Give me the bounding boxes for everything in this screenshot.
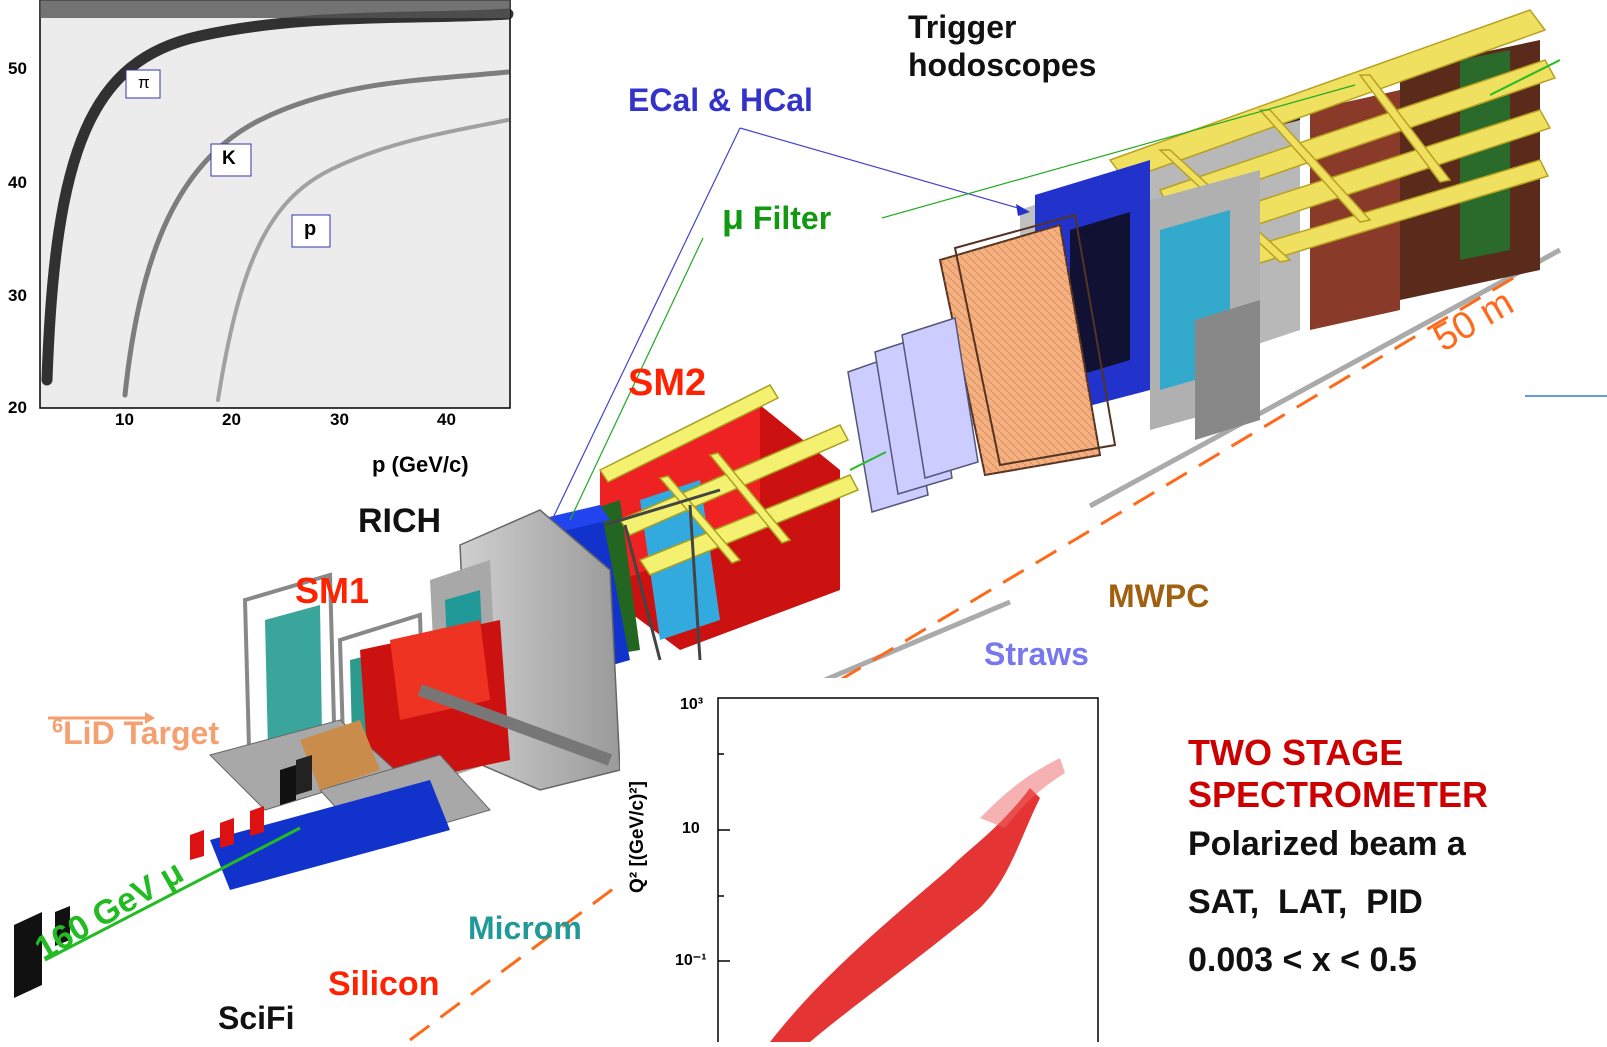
band-label-p: p — [304, 218, 317, 240]
mwpc-planes — [938, 213, 1117, 477]
kinematics-inset: Q² [(GeV/c)²] 10³ 10 10⁻¹ — [620, 678, 1120, 1047]
sm2-label: SM2 — [628, 362, 707, 404]
summary-title-line2: SPECTROMETER — [1188, 774, 1489, 815]
target-sup: 6 — [52, 715, 64, 738]
x-axis-label: p (GeV/c) — [372, 452, 469, 477]
q2-tick-10: 10 — [682, 820, 700, 837]
kinematics-plot — [717, 697, 1099, 1047]
summary-line1: Polarized beam a — [1188, 825, 1466, 863]
band-label-k: K — [222, 148, 236, 169]
data-cloud — [770, 788, 1040, 1042]
q2-tick-0.1: 10⁻¹ — [675, 952, 707, 969]
silicon-label: Silicon — [328, 965, 440, 1003]
summary-title-line1: TWO STAGE — [1188, 732, 1404, 773]
y-tick-30: 30 — [8, 286, 27, 305]
sm1-label: SM1 — [295, 570, 370, 611]
ecal-arrowhead — [1016, 204, 1030, 216]
rich-pid-plot — [39, 0, 514, 409]
x-tick-20: 20 — [222, 410, 241, 429]
q2-axis-label: Q² [(GeV/c)²] — [626, 781, 648, 893]
y-tick-40: 40 — [8, 173, 27, 192]
pointer-lines — [551, 84, 1356, 521]
beam-exit — [1489, 59, 1561, 96]
pid-bands — [40, 0, 514, 402]
rich-label: RICH — [358, 502, 442, 540]
straw-planes — [847, 317, 979, 513]
summary-line2: SAT, LAT, PID — [1188, 883, 1423, 921]
mwpc-label: MWPC — [1108, 578, 1210, 614]
scifi-label: SciFi — [218, 1000, 295, 1036]
spectrometer-summary: TWO STAGE SPECTROMETER Polarized beam a … — [1188, 732, 1607, 1042]
sm1-beam-pipe — [417, 684, 613, 766]
beam-mid — [849, 451, 887, 471]
target-text: LiD Target — [63, 715, 219, 751]
mu-symbol: μ — [722, 196, 745, 237]
micromegas-label: Microm — [468, 910, 582, 946]
sm2-yellow-frame — [598, 384, 860, 576]
summary-line3: 0.003 < x < 0.5 — [1188, 941, 1417, 979]
band-label-p-box — [291, 214, 331, 248]
mu-filter-text: Filter — [752, 200, 832, 236]
target-label: 6LiD Target — [52, 715, 219, 752]
ecal-hcal-label: ECal & HCal — [628, 82, 813, 118]
x-tick-40: 40 — [437, 410, 456, 429]
scifi-stations — [14, 755, 312, 998]
y-tick-50: 50 — [8, 59, 27, 78]
trigger-hodoscopes-label: Trigger hodoscopes — [908, 9, 1097, 83]
beam-line — [44, 826, 301, 962]
sm2-support — [604, 488, 721, 661]
band-label-pi: π — [138, 73, 150, 92]
x-tick-10: 10 — [115, 410, 134, 429]
scale-dashed-line — [409, 260, 1541, 1042]
straws-label: Straws — [984, 636, 1089, 672]
band-label-k-box — [210, 143, 252, 177]
band-label-pi-box — [125, 69, 161, 99]
x-tick-30: 30 — [330, 410, 349, 429]
rich-pid-inset: π K p 50 40 30 20 10 20 30 40 p (GeV/c) — [0, 0, 525, 490]
y-tick-20: 20 — [8, 398, 27, 417]
mu-filter-label: μ Filter — [722, 196, 831, 238]
q2-tick-1000: 10³ — [680, 696, 704, 713]
target-arrow-head — [145, 712, 155, 724]
